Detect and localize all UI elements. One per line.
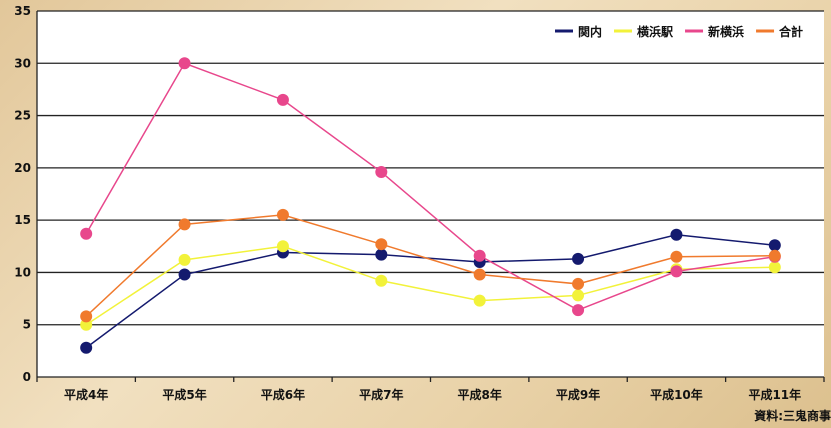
x-tick-label: 平成6年: [261, 387, 305, 402]
data-point: [768, 261, 781, 274]
data-point: [670, 265, 683, 278]
data-point: [276, 208, 289, 221]
y-tick-label: 15: [14, 213, 31, 227]
data-point: [178, 268, 191, 281]
series-line: [85, 234, 775, 349]
data-point: [572, 289, 585, 302]
y-tick-label: 0: [23, 370, 31, 384]
series-line: [85, 245, 775, 326]
data-point: [670, 228, 683, 241]
grid-lines: [37, 10, 824, 326]
data-point: [80, 318, 93, 331]
series-group: [80, 57, 781, 354]
data-point: [178, 218, 191, 231]
data-point: [473, 268, 486, 281]
x-tick-label: 平成9年: [556, 387, 600, 402]
data-point: [572, 304, 585, 317]
legend-label: 新横浜: [708, 24, 744, 39]
data-point: [768, 249, 781, 262]
data-point: [375, 166, 388, 179]
data-point: [178, 253, 191, 266]
x-tick-label: 平成8年: [458, 387, 502, 402]
y-tick-label: 10: [14, 265, 31, 279]
data-point: [80, 227, 93, 240]
x-tick-label: 平成10年: [650, 387, 703, 402]
axes: 0 5 10 15 20 25 30 35 平成4年 平成5年 平成6年 平成7年 平成8年 平成9年 平成…: [14, 4, 825, 402]
series-line: [85, 214, 775, 317]
data-point: [473, 294, 486, 307]
plot-area: [37, 11, 824, 377]
y-tick-label: 5: [23, 318, 31, 332]
data-point: [473, 249, 486, 262]
legend: 関内 横浜駅 新横浜 合計: [555, 24, 803, 39]
data-point: [572, 277, 585, 290]
y-tick-label: 20: [14, 161, 31, 175]
x-tick-label: 平成11年: [748, 387, 801, 402]
source-note: 資料:三鬼商事: [754, 409, 831, 423]
series-line: [85, 62, 775, 311]
y-tick-label: 35: [14, 4, 31, 18]
data-point: [572, 252, 585, 265]
y-tick-label: 25: [14, 109, 31, 123]
data-point: [375, 274, 388, 287]
x-tick-label: 平成7年: [359, 387, 403, 402]
data-point: [375, 238, 388, 251]
data-point: [276, 93, 289, 106]
legend-label: 合計: [779, 24, 803, 39]
legend-label: 横浜駅: [637, 24, 674, 39]
data-point: [80, 310, 93, 323]
data-point: [178, 57, 191, 70]
data-point: [670, 250, 683, 263]
y-tick-label: 30: [14, 56, 31, 70]
x-tick-label: 平成4年: [64, 387, 108, 402]
data-point: [276, 240, 289, 253]
data-point: [375, 248, 388, 261]
data-point: [80, 341, 93, 354]
x-tick-label: 平成5年: [162, 387, 206, 402]
data-point: [768, 239, 781, 252]
legend-label: 関内: [578, 24, 602, 39]
